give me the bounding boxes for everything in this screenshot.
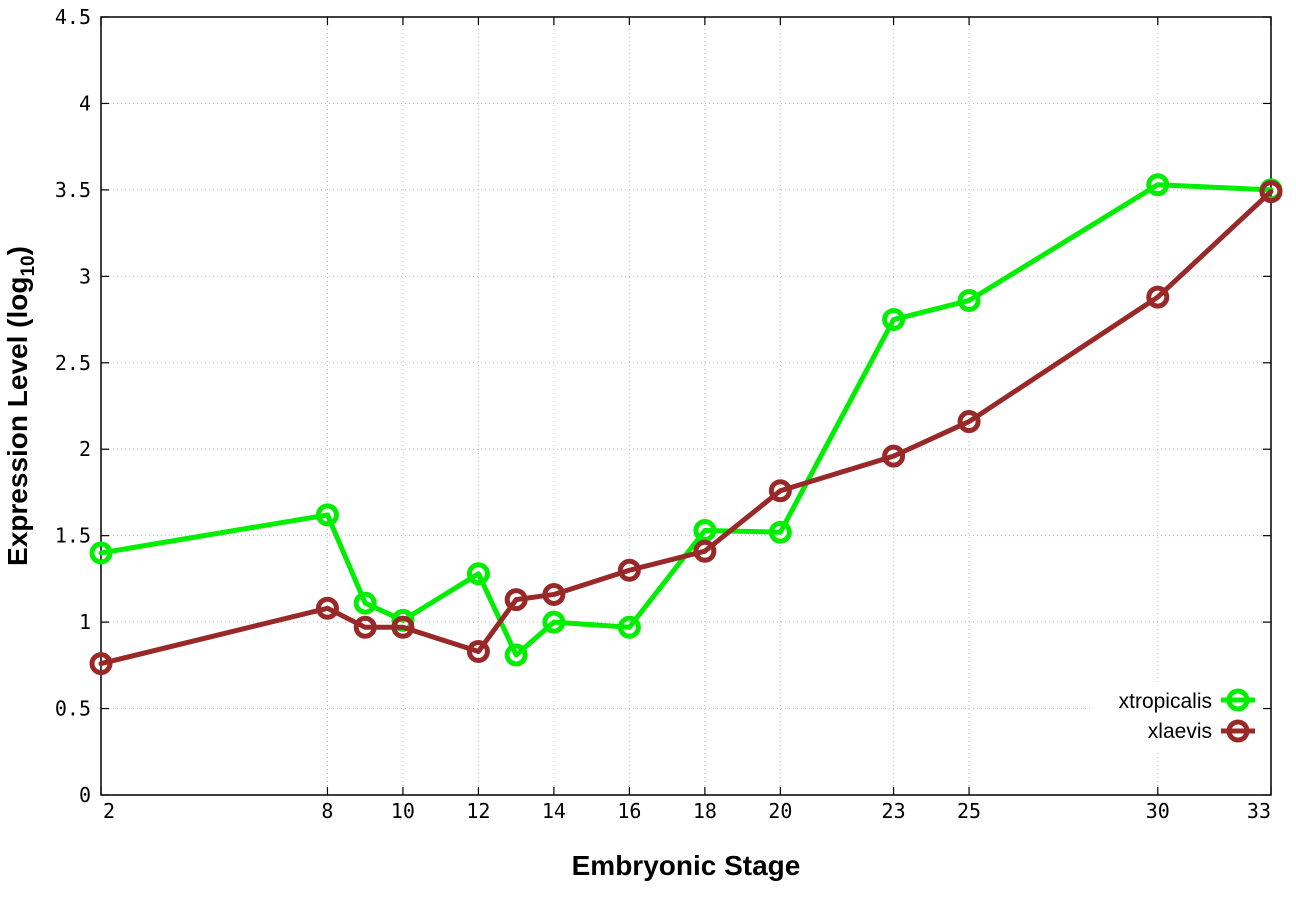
y-tick-label: 2 — [79, 437, 91, 461]
data-point-xlaevis — [957, 410, 981, 434]
y-tick-label: 3 — [79, 264, 91, 288]
x-tick-label: 14 — [542, 799, 566, 823]
data-point-xtropicalis — [693, 518, 717, 542]
y-tick-label: 1.5 — [55, 524, 91, 548]
data-point-xlaevis — [617, 558, 641, 582]
x-tick-label: 20 — [768, 799, 792, 823]
data-point-xtropicalis — [504, 643, 528, 667]
y-axis-title: Expression Level (log10) — [2, 246, 39, 566]
data-point-xlaevis — [504, 588, 528, 612]
x-tick-label: 18 — [693, 799, 717, 823]
y-tick-label: 0.5 — [55, 697, 91, 721]
data-point-xlaevis — [542, 582, 566, 606]
legend-label-xlaevis: xlaevis — [1148, 720, 1212, 743]
legend: xtropicalis xlaevis — [1090, 682, 1262, 752]
data-point-xlaevis — [466, 640, 490, 664]
data-point-xtropicalis — [542, 610, 566, 634]
x-axis-title: Embryonic Stage — [572, 850, 801, 881]
x-tick-label: 30 — [1146, 799, 1170, 823]
data-point-xlaevis — [1259, 180, 1283, 204]
data-point-xtropicalis — [466, 562, 490, 586]
data-point-xtropicalis — [353, 591, 377, 615]
data-point-xtropicalis — [617, 615, 641, 639]
data-point-xlaevis — [693, 539, 717, 563]
x-tick-label: 12 — [466, 799, 490, 823]
axis-ticks: 0 0.5 1 1.5 2 2.5 3 3.5 4 4.5 2 8 10 12 14 16 18 20 23 25 30… — [55, 5, 1272, 823]
x-tick-label: 33 — [1247, 799, 1271, 823]
y-tick-label: 4.5 — [55, 5, 91, 29]
series-line-xlaevis — [98, 189, 1274, 667]
legend-marker-xtropicalis — [1226, 688, 1250, 712]
series-line-xtropicalis — [98, 182, 1274, 658]
data-point-xtropicalis — [89, 541, 113, 565]
data-point-xtropicalis — [957, 289, 981, 313]
data-point-xtropicalis — [1146, 173, 1170, 197]
y-axis-title-main: Expression Level (log — [2, 277, 33, 566]
plot-frame — [100, 16, 1272, 796]
x-tick-label: 10 — [391, 799, 415, 823]
y-tick-label: 1 — [79, 610, 91, 634]
x-tick-label: 8 — [321, 799, 333, 823]
x-tick-label: 2 — [103, 799, 115, 823]
data-point-xlaevis — [391, 615, 415, 639]
x-tick-label: 16 — [617, 799, 641, 823]
data-point-xlaevis — [1146, 285, 1170, 309]
data-point-xtropicalis — [315, 503, 339, 527]
x-tick-label: 23 — [882, 799, 906, 823]
data-point-xlaevis — [353, 615, 377, 639]
grid — [101, 17, 1271, 795]
y-tick-label: 0 — [79, 783, 91, 807]
x-tick-label: 25 — [957, 799, 981, 823]
y-axis-title-suffix: ) — [2, 246, 33, 255]
data-point-xlaevis — [315, 596, 339, 620]
legend-label-xtropicalis: xtropicalis — [1119, 690, 1212, 713]
y-axis-title-subscript: 10 — [18, 255, 39, 276]
data-point-xlaevis — [89, 652, 113, 676]
series-layer — [89, 173, 1283, 676]
data-point-xlaevis — [882, 444, 906, 468]
data-point-xlaevis — [768, 479, 792, 503]
data-point-xtropicalis — [882, 308, 906, 332]
y-tick-label: 3.5 — [55, 178, 91, 202]
y-tick-label: 2.5 — [55, 351, 91, 375]
legend-marker-xlaevis — [1226, 719, 1250, 743]
data-point-xtropicalis — [768, 520, 792, 544]
y-tick-label: 4 — [79, 91, 91, 115]
